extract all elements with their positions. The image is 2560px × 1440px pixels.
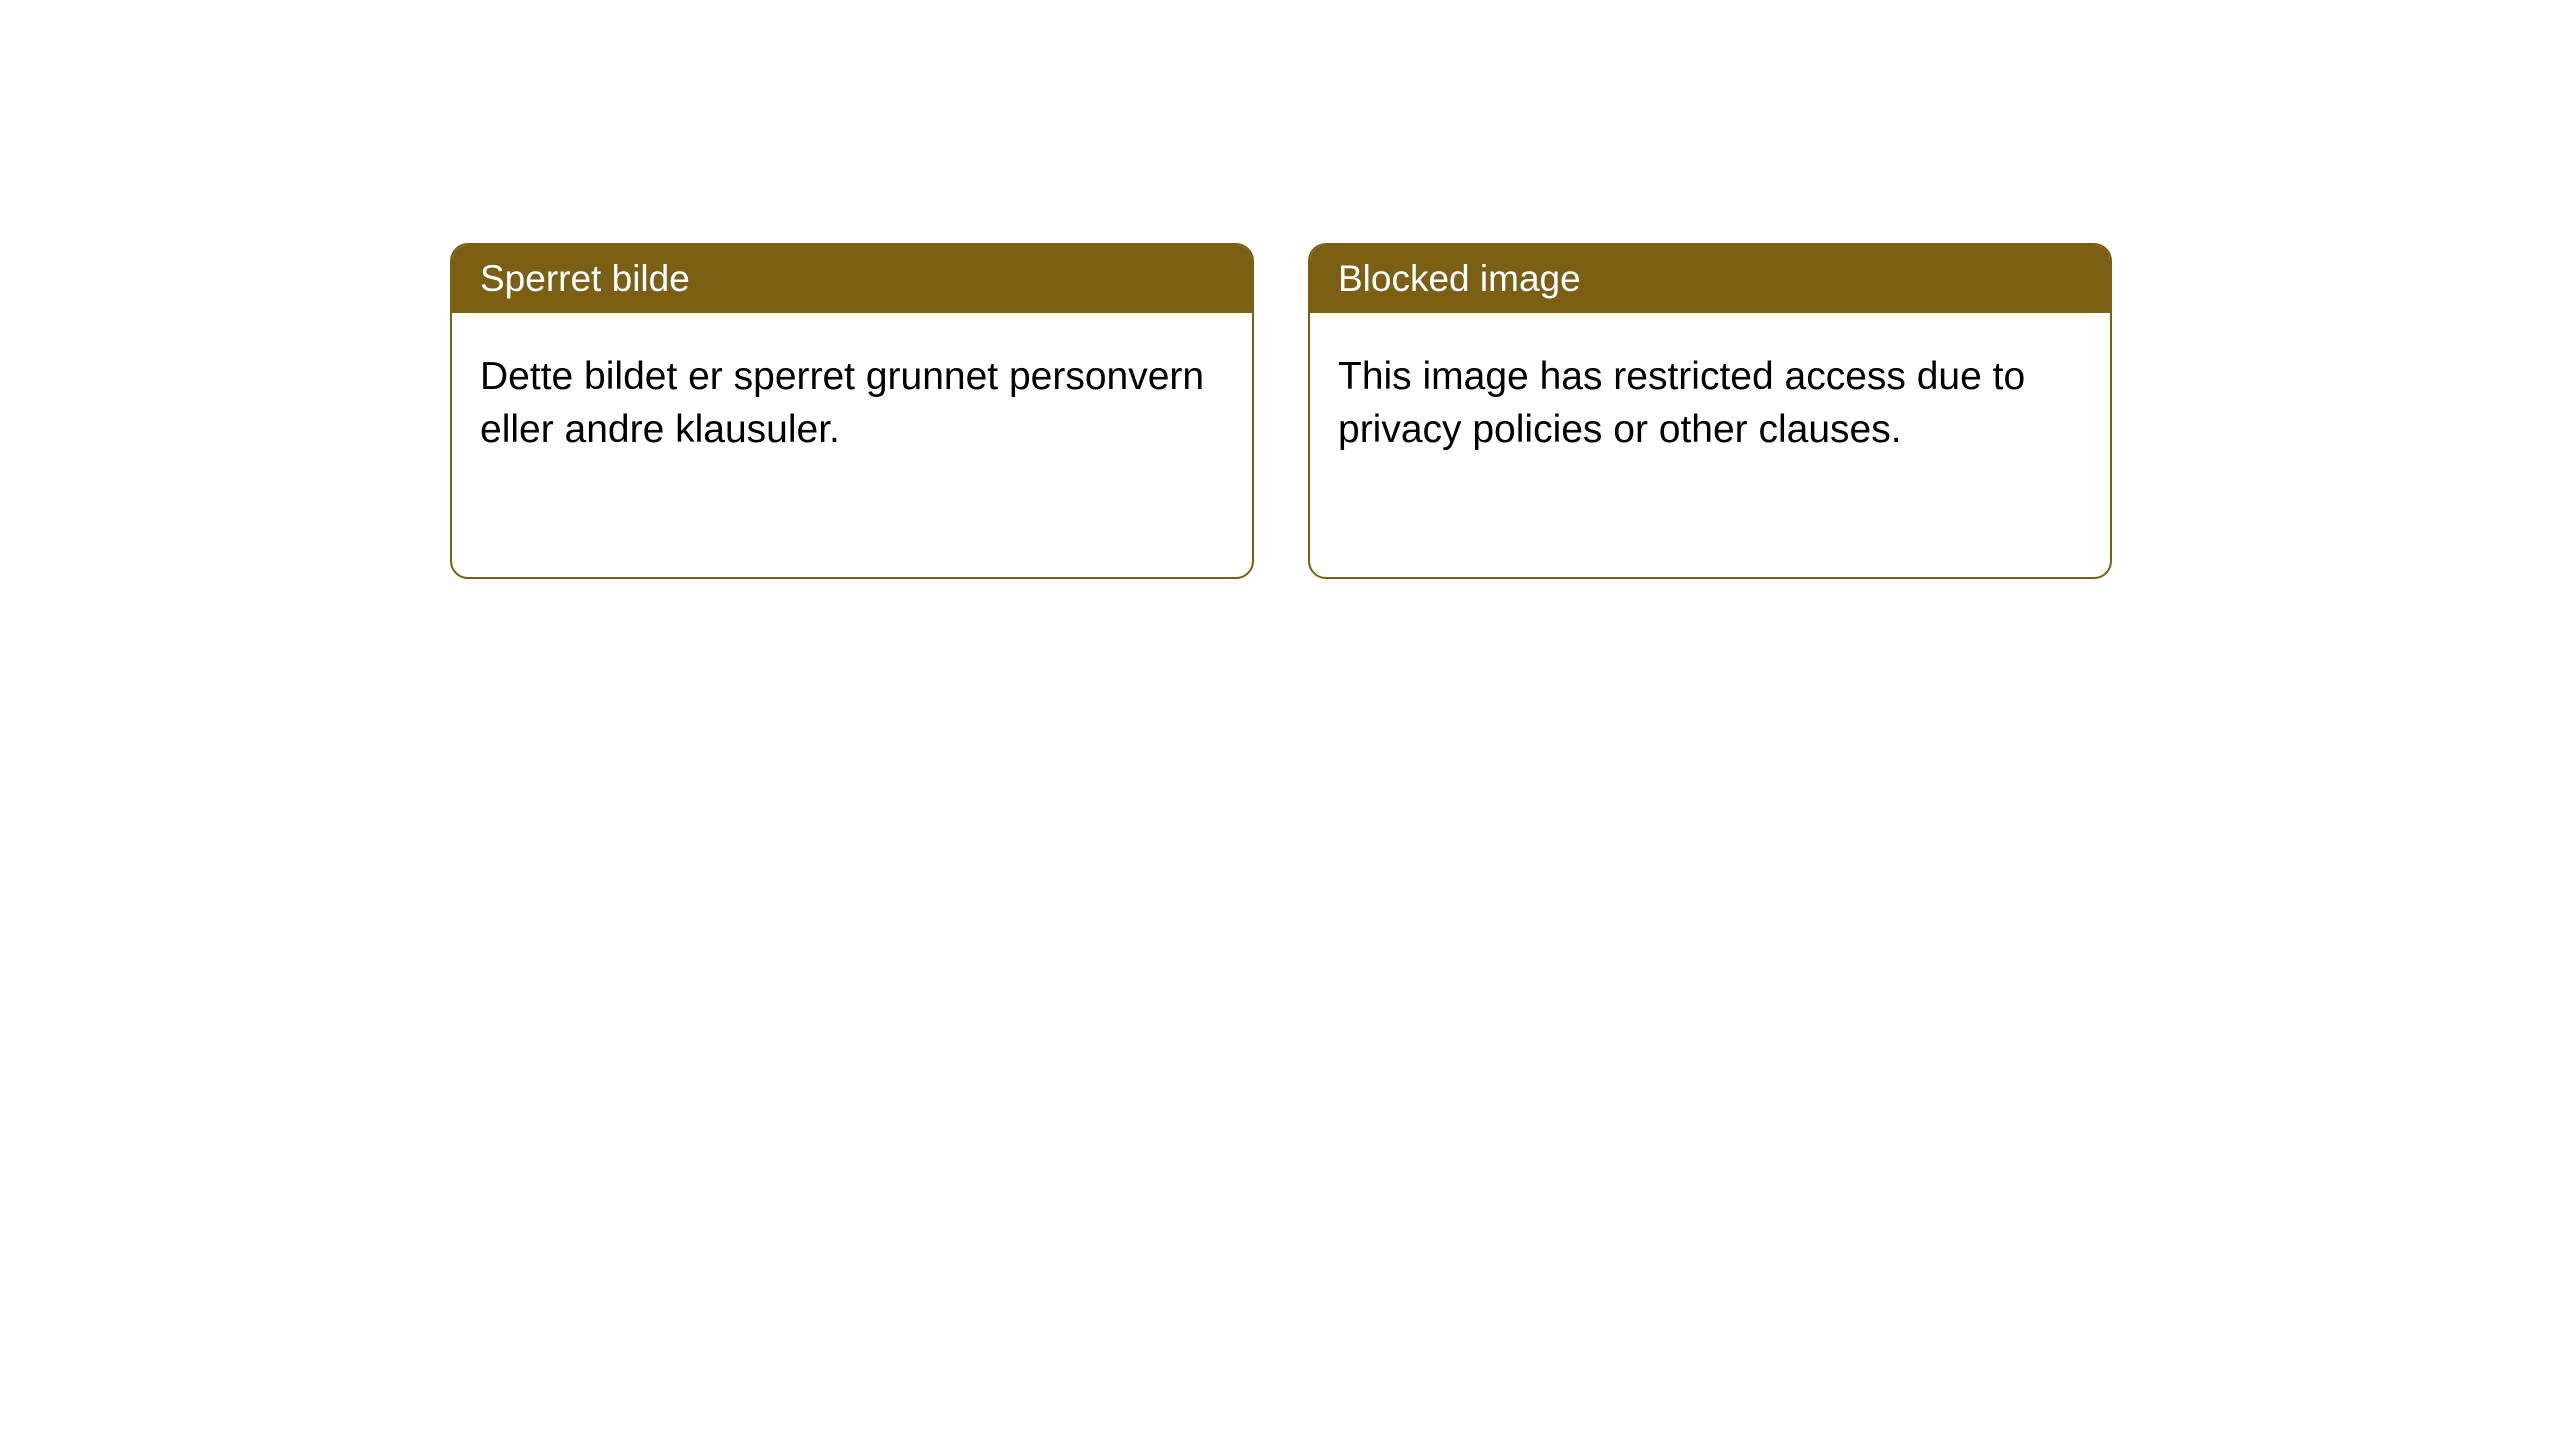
card-header: Blocked image	[1310, 245, 2110, 313]
notice-container: Sperret bilde Dette bildet er sperret gr…	[450, 243, 2112, 579]
card-title: Blocked image	[1338, 258, 1581, 299]
card-body: Dette bildet er sperret grunnet personve…	[452, 313, 1252, 484]
notice-card-norwegian: Sperret bilde Dette bildet er sperret gr…	[450, 243, 1254, 579]
card-body: This image has restricted access due to …	[1310, 313, 2110, 484]
card-header: Sperret bilde	[452, 245, 1252, 313]
card-body-text: This image has restricted access due to …	[1338, 355, 2025, 451]
notice-card-english: Blocked image This image has restricted …	[1308, 243, 2112, 579]
card-body-text: Dette bildet er sperret grunnet personve…	[480, 355, 1204, 451]
card-title: Sperret bilde	[480, 258, 690, 299]
